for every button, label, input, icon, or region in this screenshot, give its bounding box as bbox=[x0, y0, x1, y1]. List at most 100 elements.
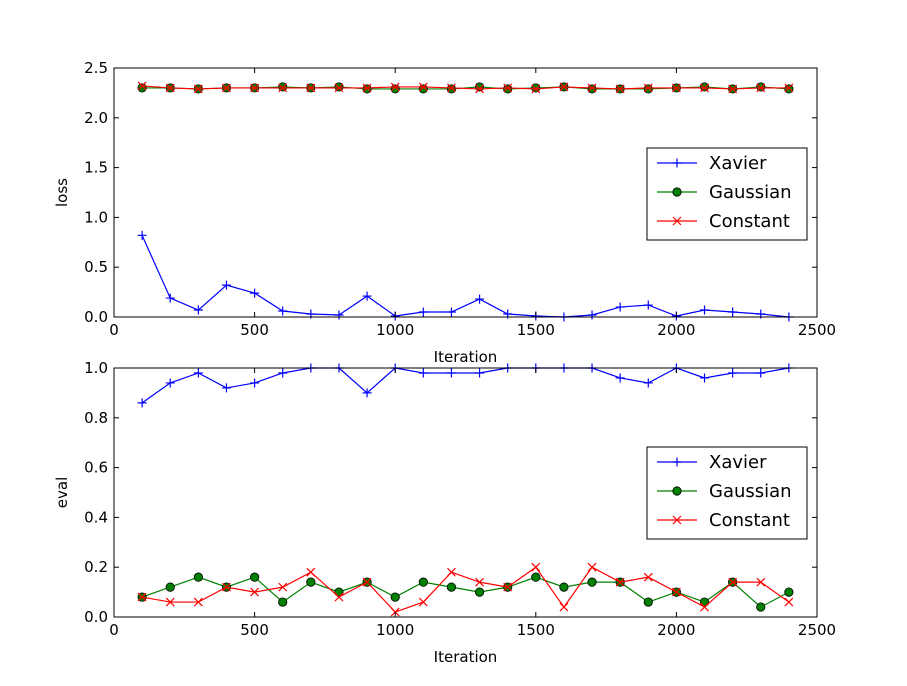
data-point bbox=[418, 597, 428, 607]
x-tick-label: 1500 bbox=[517, 621, 555, 639]
legend-marker bbox=[672, 515, 682, 525]
legend-item-xavier: Xavier bbox=[657, 452, 767, 473]
data-point bbox=[137, 230, 147, 240]
data-point bbox=[475, 294, 485, 304]
data-point bbox=[221, 383, 231, 393]
data-point bbox=[700, 602, 709, 612]
data-point bbox=[250, 83, 260, 93]
x-tick-label: 2500 bbox=[798, 321, 836, 339]
x-tick-label: 0 bbox=[109, 321, 119, 339]
legend: Xavier Gaussian Constant bbox=[646, 446, 808, 540]
data-point bbox=[699, 82, 710, 92]
data-point bbox=[306, 83, 316, 93]
data-point bbox=[531, 562, 541, 572]
data-point bbox=[474, 82, 485, 92]
data-point bbox=[137, 81, 147, 91]
y-tick-label: 0.5 bbox=[84, 258, 108, 276]
legend: Xavier Gaussian Constant bbox=[646, 147, 808, 241]
data-point bbox=[306, 577, 316, 587]
data-point bbox=[615, 302, 625, 312]
data-point bbox=[193, 305, 203, 315]
data-point bbox=[756, 577, 766, 587]
data-point bbox=[784, 587, 794, 597]
data-point bbox=[474, 587, 485, 597]
data-point bbox=[446, 307, 456, 317]
data-point bbox=[756, 83, 766, 93]
y-tick-label: 0.6 bbox=[84, 459, 108, 477]
y-tick-label: 0.2 bbox=[84, 558, 108, 576]
data-point bbox=[700, 305, 710, 315]
data-point bbox=[250, 587, 260, 597]
legend-marker bbox=[672, 457, 682, 467]
data-point bbox=[193, 597, 203, 607]
legend-label: Xavier bbox=[709, 452, 767, 473]
data-point bbox=[587, 83, 597, 93]
data-point bbox=[756, 82, 766, 92]
data-point bbox=[137, 83, 147, 93]
x-tick-label: 0 bbox=[109, 621, 119, 639]
x-tick-label: 1000 bbox=[376, 321, 414, 339]
legend-label: Gaussian bbox=[709, 182, 792, 203]
x-tick-label: 2000 bbox=[657, 621, 695, 639]
data-point bbox=[250, 572, 260, 582]
data-point bbox=[193, 572, 203, 582]
legend-label: Constant bbox=[709, 211, 790, 232]
data-point bbox=[334, 83, 344, 93]
legend-item-gaussian: Gaussian bbox=[657, 481, 792, 502]
legend-marker bbox=[672, 486, 682, 496]
y-tick-label: 0.4 bbox=[84, 508, 108, 526]
data-point bbox=[643, 84, 653, 94]
data-point bbox=[643, 83, 653, 93]
y-tick-label: 0.8 bbox=[84, 409, 108, 427]
data-point bbox=[531, 83, 541, 93]
data-point bbox=[587, 310, 597, 320]
data-point bbox=[587, 577, 597, 587]
data-point bbox=[362, 83, 372, 93]
y-tick-label: 0.0 bbox=[84, 308, 108, 326]
data-point bbox=[418, 368, 428, 378]
series-xavier bbox=[137, 363, 794, 408]
legend-marker bbox=[672, 158, 682, 168]
data-point bbox=[418, 307, 428, 317]
legend-item-constant: Constant bbox=[657, 510, 790, 531]
data-point bbox=[559, 82, 569, 92]
series-constant bbox=[137, 81, 794, 94]
y-tick-label: 2.5 bbox=[84, 59, 108, 77]
data-point bbox=[446, 582, 457, 592]
data-point bbox=[587, 84, 597, 94]
data-point bbox=[643, 597, 653, 607]
chart-panel-loss: 0 500 1000 1500 2000 2500 0.0 0.5 1.0 1.5 2.0 2.5 It… bbox=[53, 59, 836, 366]
data-point bbox=[222, 83, 231, 93]
data-point bbox=[756, 368, 766, 378]
data-point bbox=[334, 310, 344, 320]
series-line bbox=[142, 85, 789, 90]
x-tick-label: 1500 bbox=[517, 321, 555, 339]
data-point bbox=[278, 368, 288, 378]
series-gaussian bbox=[137, 572, 794, 612]
legend-item-xavier: Xavier bbox=[657, 153, 767, 174]
series-line bbox=[141, 576, 790, 608]
data-point bbox=[390, 84, 400, 94]
data-point bbox=[418, 82, 428, 92]
data-point bbox=[390, 592, 400, 602]
legend-label: Xavier bbox=[709, 153, 767, 174]
data-point bbox=[728, 84, 738, 94]
plot-frame bbox=[113, 367, 818, 618]
x-tick-label: 500 bbox=[240, 621, 269, 639]
data-point bbox=[221, 280, 231, 290]
data-point bbox=[250, 378, 260, 388]
data-point bbox=[447, 567, 456, 577]
data-point bbox=[728, 577, 738, 587]
data-point bbox=[671, 587, 681, 597]
x-tick-label: 500 bbox=[240, 321, 269, 339]
data-point bbox=[447, 83, 456, 93]
data-point bbox=[503, 582, 513, 592]
series-xavier bbox=[137, 230, 794, 322]
data-point bbox=[362, 388, 372, 398]
data-point bbox=[615, 84, 625, 94]
data-point bbox=[587, 562, 597, 572]
data-point bbox=[700, 83, 709, 93]
x-axis-label: Iteration bbox=[434, 648, 498, 666]
data-point bbox=[503, 84, 513, 94]
legend-marker bbox=[672, 216, 682, 226]
